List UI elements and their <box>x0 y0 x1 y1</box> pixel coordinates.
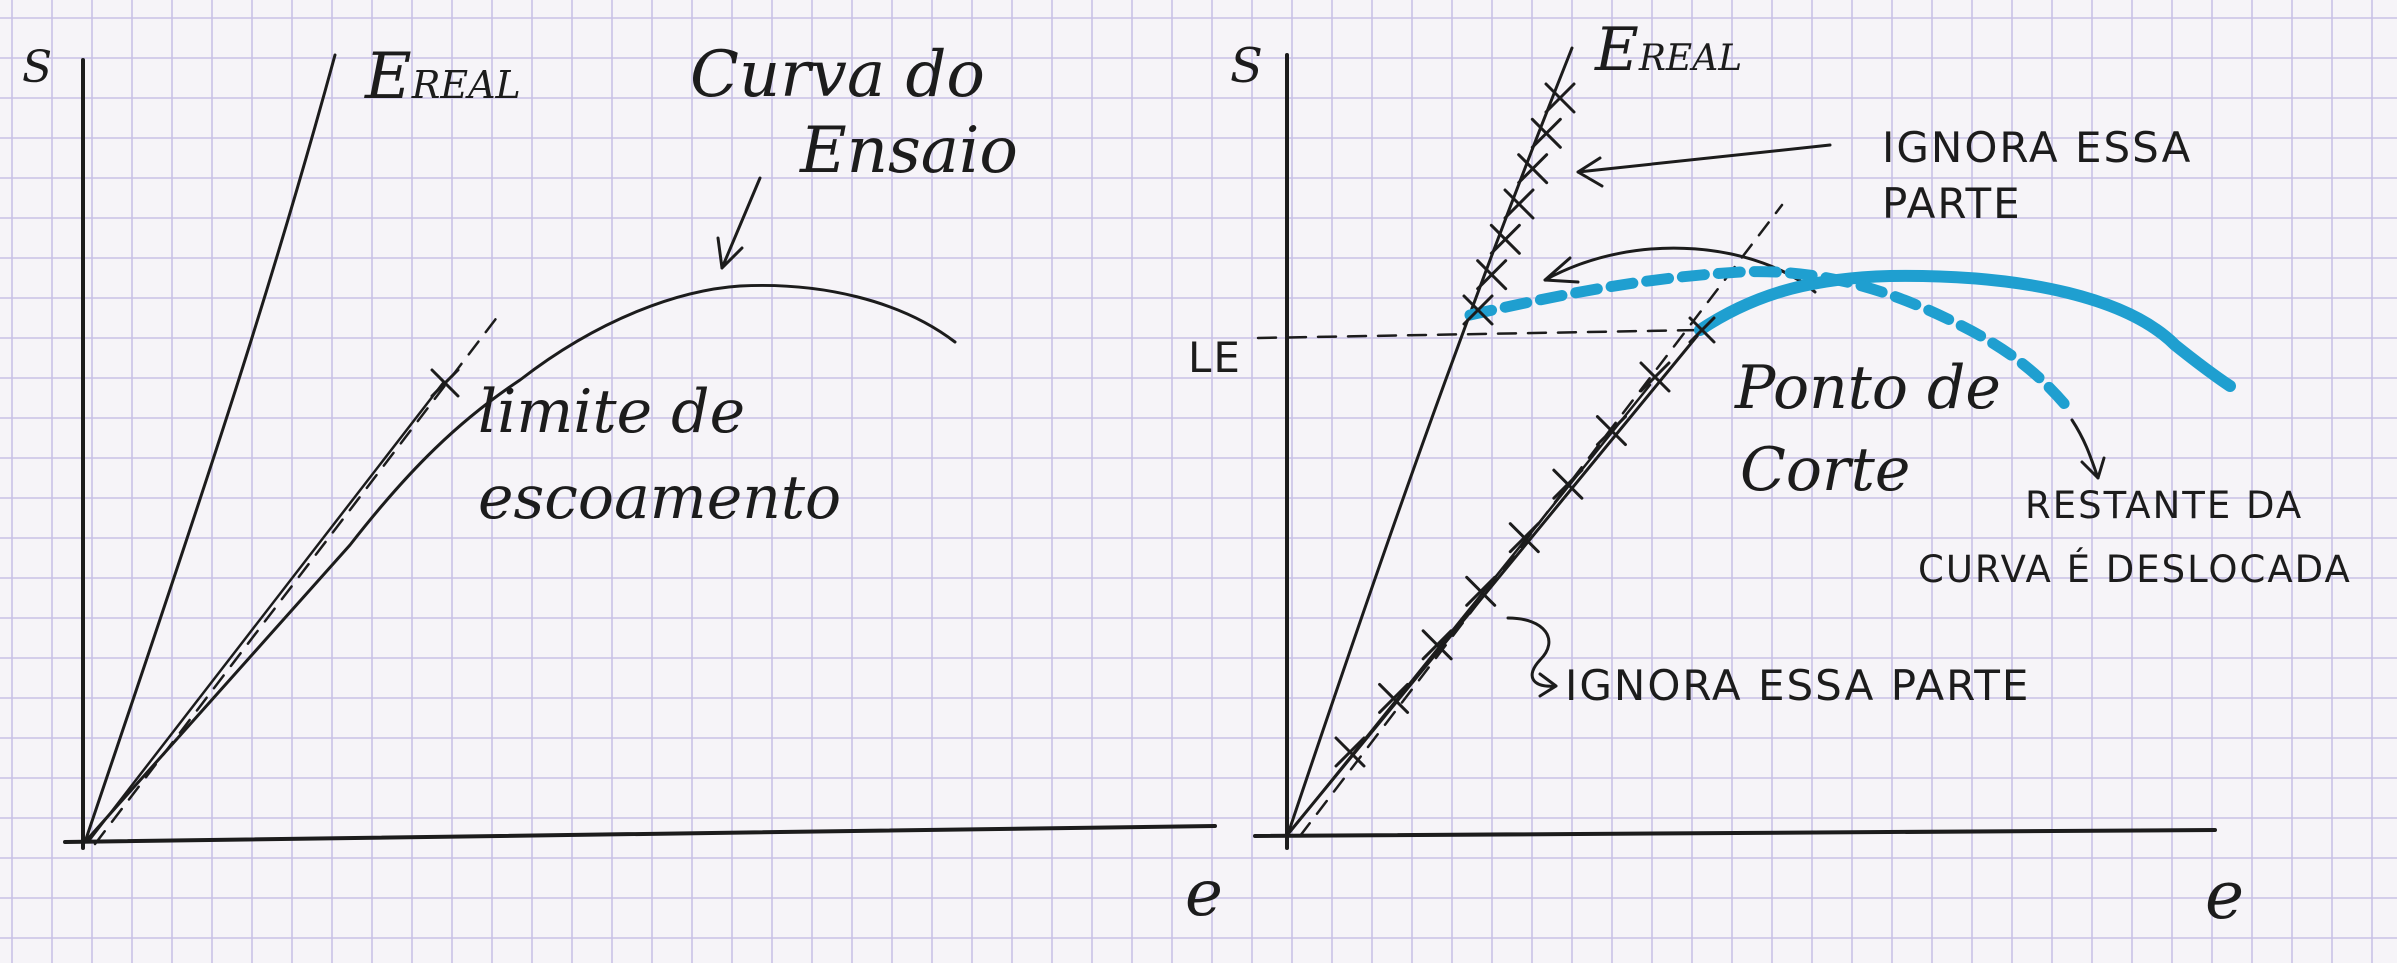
ignored-segment-cross <box>1503 188 1535 220</box>
right-cut-point-marker <box>1688 316 1716 344</box>
left-test-curve <box>83 284 957 844</box>
right-real-modulus-line <box>1286 46 1574 836</box>
ignored-segment-cross <box>1378 682 1410 714</box>
left-dashed-line <box>93 314 500 846</box>
right-ignore-top-arrow <box>1576 143 1832 188</box>
ignored-segment-cross <box>1544 82 1576 114</box>
ignored-segment-cross <box>1552 468 1584 500</box>
right-real-label: EREAL <box>1594 15 1742 85</box>
right-shifted-line2: CURVA É DESLOCADA <box>1918 547 2352 591</box>
ignored-segment-cross <box>1530 117 1562 149</box>
right-ignore-top-line1: IGNORA ESSA <box>1882 123 2192 172</box>
right-diagram: S e EREAL LE IGNORA ESSA PARTE Ponto de … <box>1188 15 2352 934</box>
right-le-label: LE <box>1188 333 1242 382</box>
ignored-segment-cross <box>1421 629 1453 661</box>
left-yield-point-marker <box>430 368 460 398</box>
ignored-segment-cross <box>1595 415 1627 447</box>
right-shifted-pointer-arrow <box>2070 418 2106 480</box>
right-x-axis-label: e <box>2205 857 2244 934</box>
right-x-axis <box>1253 828 2217 838</box>
right-ignore-bottom-label: IGNORA ESSA PARTE <box>1565 661 2030 710</box>
ignored-segment-cross <box>1334 736 1366 768</box>
right-elastic-line <box>1288 383 1652 834</box>
ignored-segment-cross <box>1462 294 1494 326</box>
right-cut-point-line1: Ponto de <box>1734 353 2001 423</box>
left-curve-label-line1: Curva do <box>690 38 985 112</box>
right-ignore-bottom-arrow <box>1506 616 1558 698</box>
right-dashed-line <box>1298 203 1784 838</box>
right-cut-point-line2: Corte <box>1740 435 1910 505</box>
right-ignored-segment-crosses-top <box>1462 82 1576 326</box>
ignored-segment-cross <box>1639 361 1671 393</box>
left-x-axis <box>63 824 1217 844</box>
left-curve-label-line2: Ensaio <box>799 114 1018 188</box>
left-yield-label-line1: limite de <box>478 377 745 447</box>
left-y-axis-label: S <box>22 42 52 93</box>
ignored-segment-cross <box>1489 223 1521 255</box>
left-curve-pointer-arrow <box>716 176 762 270</box>
right-ignore-top-line2: PARTE <box>1882 179 2022 228</box>
ignored-segment-cross <box>1508 522 1540 554</box>
ignored-segment-cross <box>1476 259 1508 291</box>
left-x-axis-label: e <box>1185 857 1223 931</box>
right-y-axis-label: S <box>1230 38 1263 94</box>
right-shifted-curve-highlight <box>1694 269 2236 392</box>
ignored-segment-cross <box>1465 575 1497 607</box>
right-ignored-segment-crosses-bottom <box>1334 361 1671 768</box>
left-real-label: EREAL <box>364 40 521 114</box>
left-real-modulus-line <box>83 53 337 844</box>
left-yield-label-line2: escoamento <box>478 463 841 533</box>
right-shifted-line1: RESTANTE DA <box>2025 484 2303 527</box>
right-original-curve-dotted-highlight <box>1464 266 2074 414</box>
left-diagram: S e EREAL Curva do Ensaio limite de esco… <box>22 38 1223 931</box>
ignored-segment-cross <box>1517 153 1549 185</box>
left-elastic-offset-line <box>86 381 445 844</box>
right-le-dashed-line <box>1256 328 1702 340</box>
